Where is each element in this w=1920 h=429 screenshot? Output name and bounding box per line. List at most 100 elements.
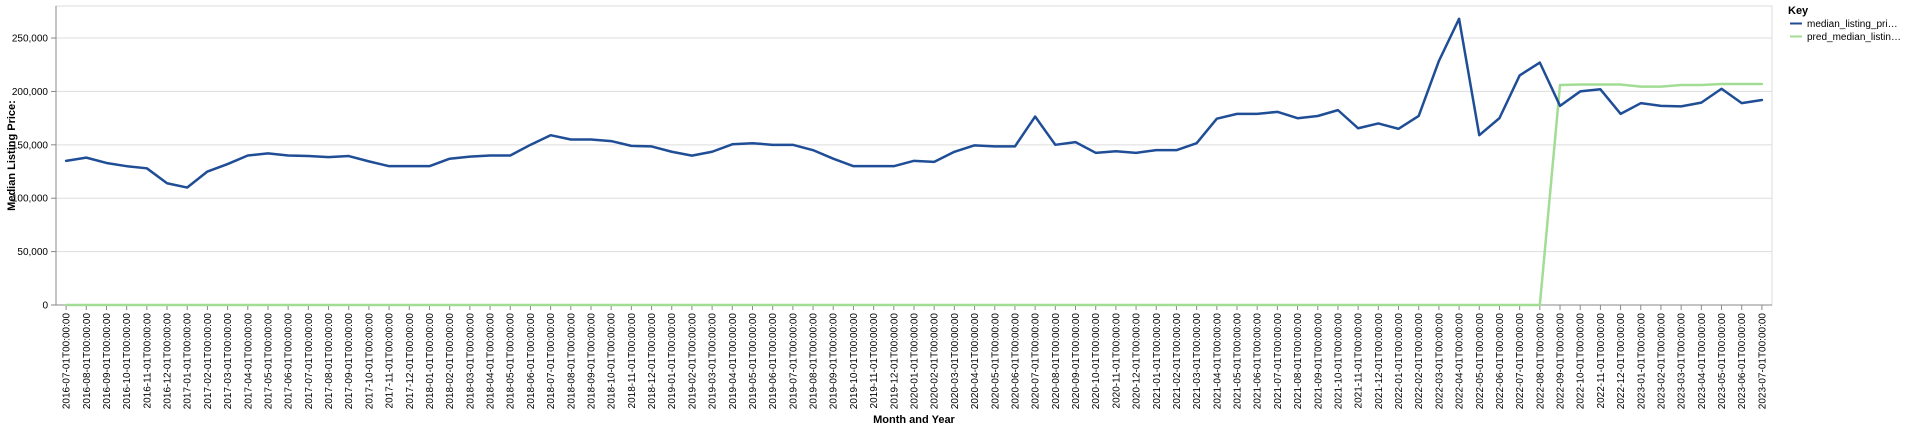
x-tick-label: 2018-11-01T00:00:00 xyxy=(627,313,638,409)
x-tick-label: 2020-07-01T00:00:00 xyxy=(1031,313,1042,410)
y-tick-label: 0 xyxy=(42,301,48,312)
x-tick-label: 2021-12-01T00:00:00 xyxy=(1374,313,1385,410)
x-tick-label: 2020-09-01T00:00:00 xyxy=(1071,313,1082,410)
y-tick-label: 200,000 xyxy=(12,87,49,98)
x-tick-label: 2020-06-01T00:00:00 xyxy=(1010,313,1021,410)
x-tick-label: 2021-09-01T00:00:00 xyxy=(1313,313,1324,410)
x-tick-label: 2022-08-01T00:00:00 xyxy=(1535,313,1546,410)
x-tick-label: 2019-03-01T00:00:00 xyxy=(708,313,719,410)
x-tick-label: 2021-07-01T00:00:00 xyxy=(1273,313,1284,410)
x-tick-label: 2022-12-01T00:00:00 xyxy=(1616,313,1627,410)
x-tick-label: 2021-08-01T00:00:00 xyxy=(1293,313,1304,410)
x-tick-label: 2021-06-01T00:00:00 xyxy=(1253,313,1264,410)
x-tick-label: 2017-02-01T00:00:00 xyxy=(203,313,214,410)
x-tick-label: 2020-01-01T00:00:00 xyxy=(910,313,921,410)
x-tick-label: 2020-10-01T00:00:00 xyxy=(1091,313,1102,410)
x-tick-label: 2019-02-01T00:00:00 xyxy=(687,313,698,410)
x-tick-label: 2017-11-01T00:00:00 xyxy=(385,313,396,409)
x-tick-label: 2017-06-01T00:00:00 xyxy=(284,313,295,410)
x-tick-label: 2018-09-01T00:00:00 xyxy=(586,313,597,410)
x-tick-label: 2017-12-01T00:00:00 xyxy=(405,313,416,410)
x-tick-label: 2023-07-01T00:00:00 xyxy=(1757,313,1768,410)
y-tick-label: 250,000 xyxy=(12,34,49,45)
x-tick-label: 2017-10-01T00:00:00 xyxy=(364,313,375,410)
x-tick-label: 2023-06-01T00:00:00 xyxy=(1737,313,1748,410)
x-tick-label: 2018-06-01T00:00:00 xyxy=(526,313,537,410)
legend: Key median_listing_pri… pred_median_listi… xyxy=(1788,5,1901,43)
x-tick-label: 2016-11-01T00:00:00 xyxy=(142,313,153,409)
y-tick-label: 50,000 xyxy=(17,247,48,258)
x-tick-label: 2019-01-01T00:00:00 xyxy=(667,313,678,410)
x-tick-label: 2020-08-01T00:00:00 xyxy=(1051,313,1062,410)
x-tick-label: 2017-05-01T00:00:00 xyxy=(263,313,274,410)
x-tick-label: 2018-07-01T00:00:00 xyxy=(546,313,557,410)
x-axis-title: Month and Year xyxy=(873,414,955,426)
x-tick-label: 2022-10-01T00:00:00 xyxy=(1576,313,1587,410)
x-tick-label: 2018-08-01T00:00:00 xyxy=(566,313,577,410)
x-tick-label: 2021-02-01T00:00:00 xyxy=(1172,313,1183,410)
x-tick-label: 2021-11-01T00:00:00 xyxy=(1354,313,1365,409)
series-line-1 xyxy=(64,82,1764,307)
x-tick-label: 2019-06-01T00:00:00 xyxy=(768,313,779,410)
x-axis: 2016-07-01T00:00:00 2016-08-01T00:00:00 20… xyxy=(56,304,1772,410)
x-tick-label: 2020-12-01T00:00:00 xyxy=(1132,313,1143,410)
x-tick-label: 2019-05-01T00:00:00 xyxy=(748,313,759,410)
x-tick-label: 2017-01-01T00:00:00 xyxy=(183,313,194,410)
legend-label: pred_median_listin… xyxy=(1807,32,1901,43)
y-tick-label: 150,000 xyxy=(12,140,49,151)
x-tick-label: 2022-01-01T00:00:00 xyxy=(1394,313,1405,410)
x-tick-label: 2020-05-01T00:00:00 xyxy=(990,313,1001,410)
x-tick-label: 2019-08-01T00:00:00 xyxy=(809,313,820,410)
x-tick-label: 2019-04-01T00:00:00 xyxy=(728,313,739,410)
x-tick-label: 2018-05-01T00:00:00 xyxy=(506,313,517,410)
x-tick-label: 2019-11-01T00:00:00 xyxy=(869,313,880,409)
series-line-0 xyxy=(64,17,1764,189)
x-tick-label: 2018-03-01T00:00:00 xyxy=(465,313,476,410)
x-tick-label: 2022-06-01T00:00:00 xyxy=(1495,313,1506,410)
x-tick-label: 2017-04-01T00:00:00 xyxy=(243,313,254,410)
x-tick-label: 2017-08-01T00:00:00 xyxy=(324,313,335,410)
x-tick-label: 2019-09-01T00:00:00 xyxy=(829,313,840,410)
x-tick-label: 2021-05-01T00:00:00 xyxy=(1233,313,1244,410)
x-tick-label: 2018-04-01T00:00:00 xyxy=(486,313,497,410)
x-tick-label: 2016-07-01T00:00:00 xyxy=(62,313,73,410)
x-tick-label: 2016-12-01T00:00:00 xyxy=(163,313,174,410)
x-tick-label: 2020-02-01T00:00:00 xyxy=(930,313,941,410)
x-tick-label: 2019-12-01T00:00:00 xyxy=(889,313,900,410)
x-tick-label: 2018-01-01T00:00:00 xyxy=(425,313,436,410)
x-tick-label: 2022-07-01T00:00:00 xyxy=(1515,313,1526,410)
x-tick-label: 2022-04-01T00:00:00 xyxy=(1455,313,1466,410)
x-tick-label: 2018-12-01T00:00:00 xyxy=(647,313,658,410)
x-tick-label: 2023-01-01T00:00:00 xyxy=(1636,313,1647,410)
x-tick-label: 2021-01-01T00:00:00 xyxy=(1152,313,1163,410)
x-tick-label: 2023-04-01T00:00:00 xyxy=(1697,313,1708,410)
x-tick-label: 2016-08-01T00:00:00 xyxy=(82,313,93,410)
x-tick-label: 2018-10-01T00:00:00 xyxy=(607,313,618,410)
x-tick-label: 2022-05-01T00:00:00 xyxy=(1475,313,1486,410)
x-tick-label: 2022-02-01T00:00:00 xyxy=(1414,313,1425,410)
x-tick-label: 2018-02-01T00:00:00 xyxy=(445,313,456,410)
x-tick-label: 2021-04-01T00:00:00 xyxy=(1212,313,1223,410)
x-tick-label: 2016-09-01T00:00:00 xyxy=(102,313,113,410)
series-layer xyxy=(64,17,1764,307)
x-tick-label: 2023-02-01T00:00:00 xyxy=(1656,313,1667,410)
x-tick-label: 2022-03-01T00:00:00 xyxy=(1434,313,1445,410)
x-tick-label: 2017-09-01T00:00:00 xyxy=(344,313,355,410)
x-tick-label: 2023-03-01T00:00:00 xyxy=(1677,313,1688,410)
y-axis: 0 50,000 100,000 150,000 200,000 250,000 xyxy=(12,6,57,312)
x-tick-label: 2020-04-01T00:00:00 xyxy=(970,313,981,410)
legend-title: Key xyxy=(1788,5,1809,17)
y-tick-label: 100,000 xyxy=(12,194,49,205)
x-tick-label: 2021-03-01T00:00:00 xyxy=(1192,313,1203,410)
x-tick-label: 2016-10-01T00:00:00 xyxy=(122,313,133,410)
x-tick-label: 2019-07-01T00:00:00 xyxy=(788,313,799,410)
x-tick-label: 2023-05-01T00:00:00 xyxy=(1717,313,1728,410)
legend-label: median_listing_pri… xyxy=(1807,19,1898,30)
x-tick-label: 2020-11-01T00:00:00 xyxy=(1111,313,1122,409)
x-tick-label: 2022-11-01T00:00:00 xyxy=(1596,313,1607,409)
x-tick-label: 2020-03-01T00:00:00 xyxy=(950,313,961,410)
y-axis-title: Median Listing Price: xyxy=(6,100,18,211)
x-tick-label: 2022-09-01T00:00:00 xyxy=(1556,313,1567,410)
x-tick-label: 2017-03-01T00:00:00 xyxy=(223,313,234,410)
